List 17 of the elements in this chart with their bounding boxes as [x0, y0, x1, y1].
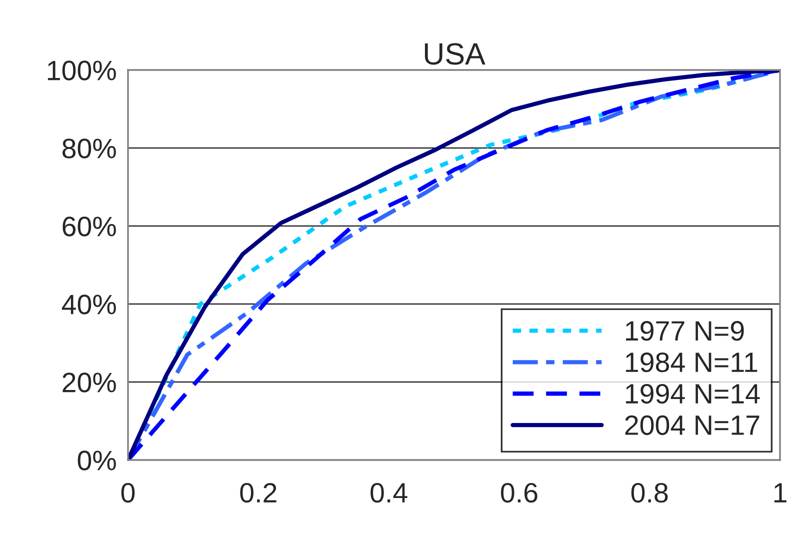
x-tick-label: 0.8 [631, 482, 668, 503]
legend-label: 1994 N=14 [626, 384, 760, 404]
x-tick-label: 0.6 [500, 482, 538, 503]
x-tick-label: 1 [774, 483, 786, 502]
y-tick-label: 80% [62, 138, 116, 158]
x-tick-label: 0.4 [370, 482, 408, 503]
chart-title: USA [424, 43, 486, 65]
legend-label: 2004 N=17 [625, 415, 760, 436]
y-tick-label: 0% [78, 450, 116, 470]
x-tick-label: 0 [121, 482, 135, 503]
y-tick-label: 20% [62, 372, 116, 392]
y-tick-label: 40% [62, 294, 116, 314]
y-tick-label: 60% [62, 216, 116, 236]
legend-label: 1977 N=9 [626, 321, 744, 341]
legend-label: 1984 N=11 [626, 352, 758, 372]
y-tick-label: 100% [48, 60, 116, 80]
x-tick-label: 0.2 [240, 482, 276, 503]
